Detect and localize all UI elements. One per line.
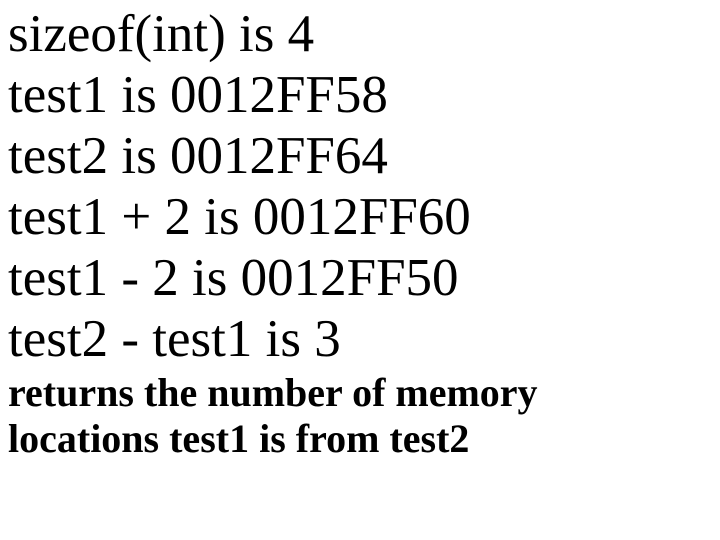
note-line-1: returns the number of memory — [8, 370, 712, 416]
note-line-2: locations test1 is from test2 — [8, 416, 712, 462]
output-line-3: test2 is 0012FF64 — [8, 126, 712, 187]
output-line-1: sizeof(int) is 4 — [8, 4, 712, 65]
output-line-4: test1 + 2 is 0012FF60 — [8, 187, 712, 248]
output-line-5: test1 - 2 is 0012FF50 — [8, 248, 712, 309]
output-line-2: test1 is 0012FF58 — [8, 65, 712, 126]
output-line-6: test2 - test1 is 3 — [8, 309, 712, 370]
